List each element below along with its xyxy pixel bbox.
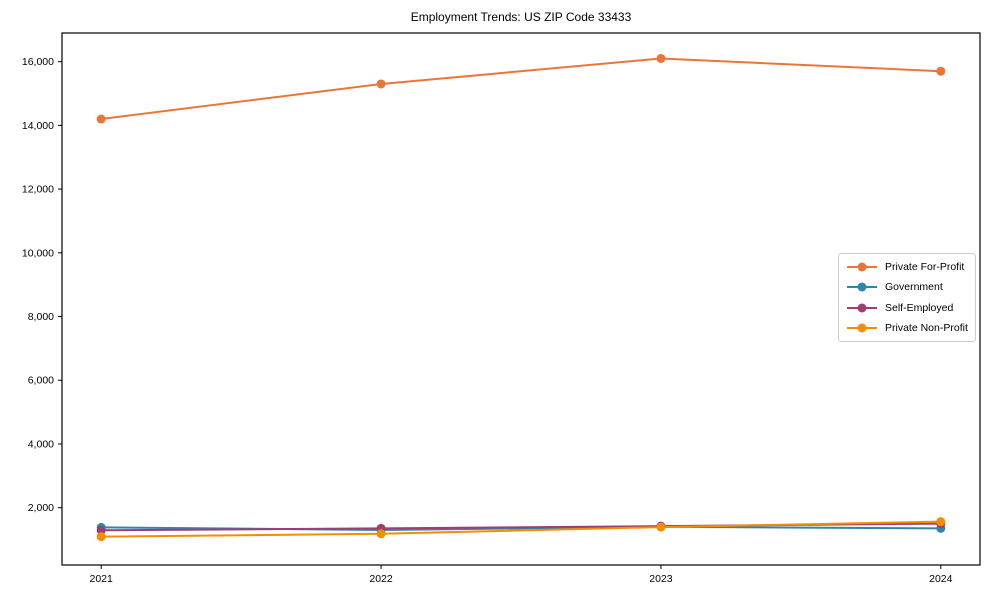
x-tick-label: 2024 xyxy=(929,573,953,585)
y-tick-label: 14,000 xyxy=(22,120,54,132)
series-line xyxy=(101,520,941,538)
legend-dot xyxy=(857,262,867,272)
legend-item: Private For-Profit xyxy=(846,257,969,277)
y-tick-label: 2,000 xyxy=(28,502,54,514)
data-point xyxy=(656,53,666,63)
y-tick-label: 6,000 xyxy=(28,375,54,387)
legend-item: Private Non-Profit xyxy=(846,318,969,338)
legend-item: Self-Employed xyxy=(846,298,969,318)
legend-marker-icon xyxy=(847,282,877,292)
chart-title: Employment Trends: US ZIP Code 33433 xyxy=(410,10,632,24)
x-tick-label: 2021 xyxy=(90,573,114,585)
data-point xyxy=(96,525,106,535)
y-tick-label: 8,000 xyxy=(28,311,54,323)
data-point xyxy=(936,66,946,76)
data-point xyxy=(376,529,386,539)
legend-marker-icon xyxy=(847,303,877,313)
legend-label: Government xyxy=(885,281,943,294)
x-tick-label: 2023 xyxy=(649,573,673,585)
data-point xyxy=(376,79,386,89)
data-point xyxy=(96,114,106,124)
legend-item: Government xyxy=(846,277,969,297)
data-point xyxy=(96,532,106,542)
legend-dot xyxy=(857,303,867,313)
legend-marker-icon xyxy=(847,323,877,333)
data-point xyxy=(656,522,666,532)
x-tick-label: 2022 xyxy=(369,573,393,585)
y-tick-label: 4,000 xyxy=(28,438,54,450)
plot-border xyxy=(61,32,981,566)
legend-label: Self-Employed xyxy=(885,301,954,314)
data-point xyxy=(936,517,946,527)
legend-label: Private For-Profit xyxy=(885,261,965,274)
y-tick-label: 16,000 xyxy=(22,56,54,68)
legend-marker-icon xyxy=(847,262,877,272)
legend-dot xyxy=(857,282,867,292)
legend-dot xyxy=(857,323,867,333)
legend: Private For-Profit Government Self-Employe… xyxy=(838,253,976,342)
series-line xyxy=(101,57,941,121)
y-tick-label: 10,000 xyxy=(22,247,54,259)
y-tick-label: 12,000 xyxy=(22,184,54,196)
legend-label: Private Non-Profit xyxy=(885,321,968,334)
